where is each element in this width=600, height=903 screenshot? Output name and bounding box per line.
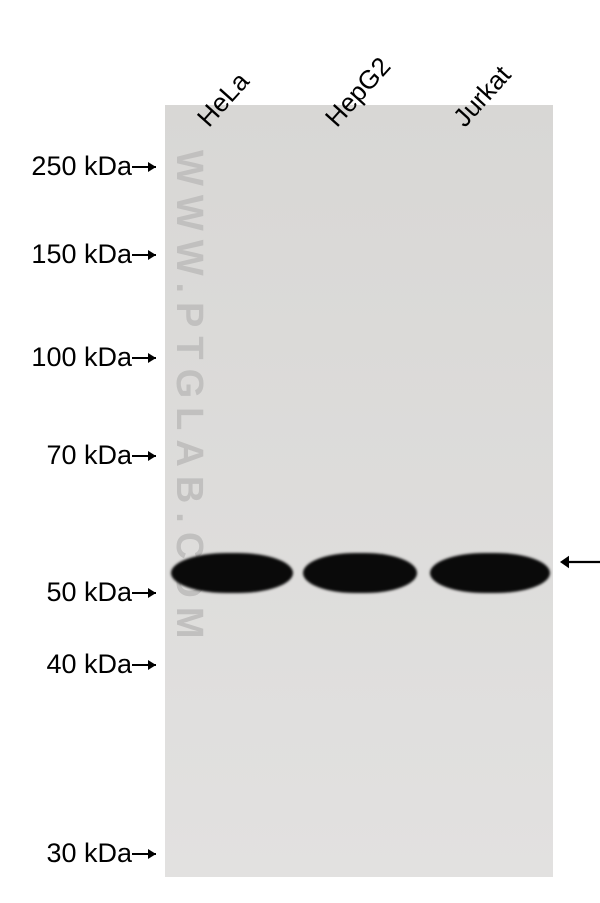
arrow-right-icon <box>132 584 160 602</box>
marker-label: 70 kDa <box>0 440 160 471</box>
protein-band <box>171 553 293 593</box>
marker-weight-text: 40 kDa <box>46 649 132 679</box>
marker-label: 50 kDa <box>0 577 160 608</box>
marker-label: 250 kDa <box>0 151 160 182</box>
western-blot-figure: WWW.PTGLAB.COM HeLaHepG2Jurkat 250 kDa15… <box>0 0 600 903</box>
result-arrow-icon <box>560 551 600 573</box>
arrow-right-icon <box>132 447 160 465</box>
marker-weight-text: 50 kDa <box>46 577 132 607</box>
arrow-right-icon <box>132 246 160 264</box>
marker-label: 150 kDa <box>0 239 160 270</box>
arrow-right-icon <box>132 845 160 863</box>
marker-weight-text: 250 kDa <box>31 151 132 181</box>
marker-label: 40 kDa <box>0 649 160 680</box>
arrow-right-icon <box>132 158 160 176</box>
protein-band <box>303 553 417 593</box>
marker-weight-text: 100 kDa <box>31 342 132 372</box>
marker-weight-text: 30 kDa <box>46 838 132 868</box>
marker-weight-text: 70 kDa <box>46 440 132 470</box>
protein-band <box>430 553 550 593</box>
arrow-right-icon <box>132 656 160 674</box>
blot-membrane: WWW.PTGLAB.COM <box>165 105 553 877</box>
marker-weight-text: 150 kDa <box>31 239 132 269</box>
marker-label: 30 kDa <box>0 838 160 869</box>
marker-label: 100 kDa <box>0 342 160 373</box>
arrow-right-icon <box>132 349 160 367</box>
